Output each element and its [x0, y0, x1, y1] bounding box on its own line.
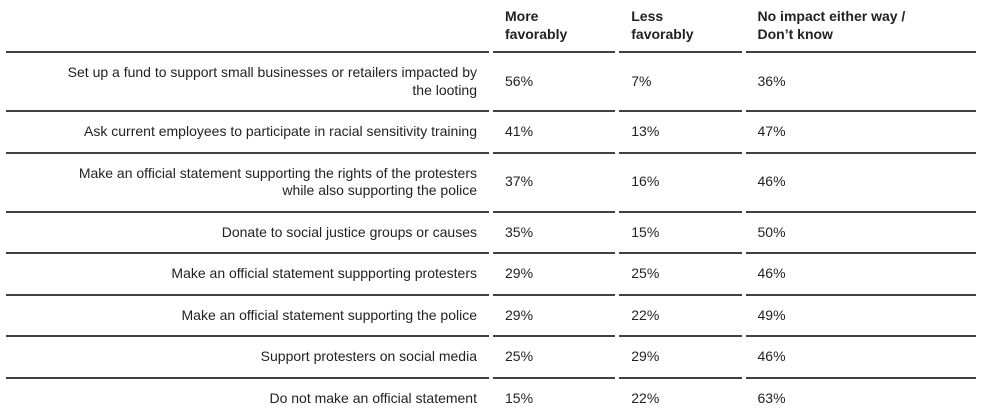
value-less-favorably: 22%: [619, 296, 742, 337]
value-more-favorably: 29%: [493, 296, 616, 337]
value-no-impact: 50%: [745, 213, 976, 254]
col-header-more-favorably: More favorably: [493, 4, 616, 53]
value-less-favorably: 15%: [619, 213, 742, 254]
table-row: Make an official statement supporting th…: [6, 296, 976, 337]
value-no-impact: 47%: [745, 112, 976, 154]
value-less-favorably: 25%: [619, 254, 742, 296]
value-no-impact: 46%: [745, 254, 976, 296]
value-no-impact: 63%: [757, 389, 786, 406]
table-row: Make an official statement supporting th…: [6, 154, 976, 213]
header-row: More favorably Less favorably No impact …: [6, 4, 976, 53]
row-label: Ask current employees to participate in …: [6, 112, 489, 154]
value-more-favorably: 15%: [505, 389, 534, 406]
col-header-no-impact: No impact either way / Don’t know: [745, 4, 976, 53]
value-more-favorably: 25%: [493, 337, 616, 379]
col-header-less-favorably: Less favorably: [619, 4, 742, 53]
value-more-favorably: 35%: [493, 213, 616, 254]
value-more-favorably: 37%: [493, 154, 616, 213]
value-less-favorably: 29%: [619, 337, 742, 379]
row-label: Do not make an official statement: [269, 389, 477, 406]
value-less-favorably: 16%: [619, 154, 742, 213]
table-row: Support protesters on social media 25% 2…: [6, 337, 976, 379]
table-row: Ask current employees to participate in …: [6, 112, 976, 154]
row-label: Make an official statement supporting th…: [6, 296, 489, 337]
row-label: Support protesters on social media: [6, 337, 489, 379]
value-more-favorably: 56%: [493, 53, 616, 112]
table-row: Do not make an official statement 15% 22…: [6, 379, 976, 410]
value-more-favorably: 41%: [493, 112, 616, 154]
value-no-impact: 46%: [745, 154, 976, 213]
value-less-favorably: 22%: [631, 389, 660, 406]
row-label: Make an official statement supporting th…: [6, 154, 489, 213]
value-no-impact: 36%: [745, 53, 976, 112]
survey-results-table: More favorably Less favorably No impact …: [2, 4, 980, 410]
col-header-action: [6, 4, 489, 53]
value-no-impact: 46%: [745, 337, 976, 379]
table-row: Donate to social justice groups or cause…: [6, 213, 976, 254]
value-more-favorably: 29%: [493, 254, 616, 296]
table-row: Make an official statement suppporting p…: [6, 254, 976, 296]
value-less-favorably: 13%: [619, 112, 742, 154]
value-no-impact: 49%: [745, 296, 976, 337]
table-row: Set up a fund to support small businesse…: [6, 53, 976, 112]
row-label: Make an official statement suppporting p…: [6, 254, 489, 296]
value-less-favorably: 7%: [619, 53, 742, 112]
row-label: Set up a fund to support small businesse…: [6, 53, 489, 112]
row-label: Donate to social justice groups or cause…: [6, 213, 489, 254]
